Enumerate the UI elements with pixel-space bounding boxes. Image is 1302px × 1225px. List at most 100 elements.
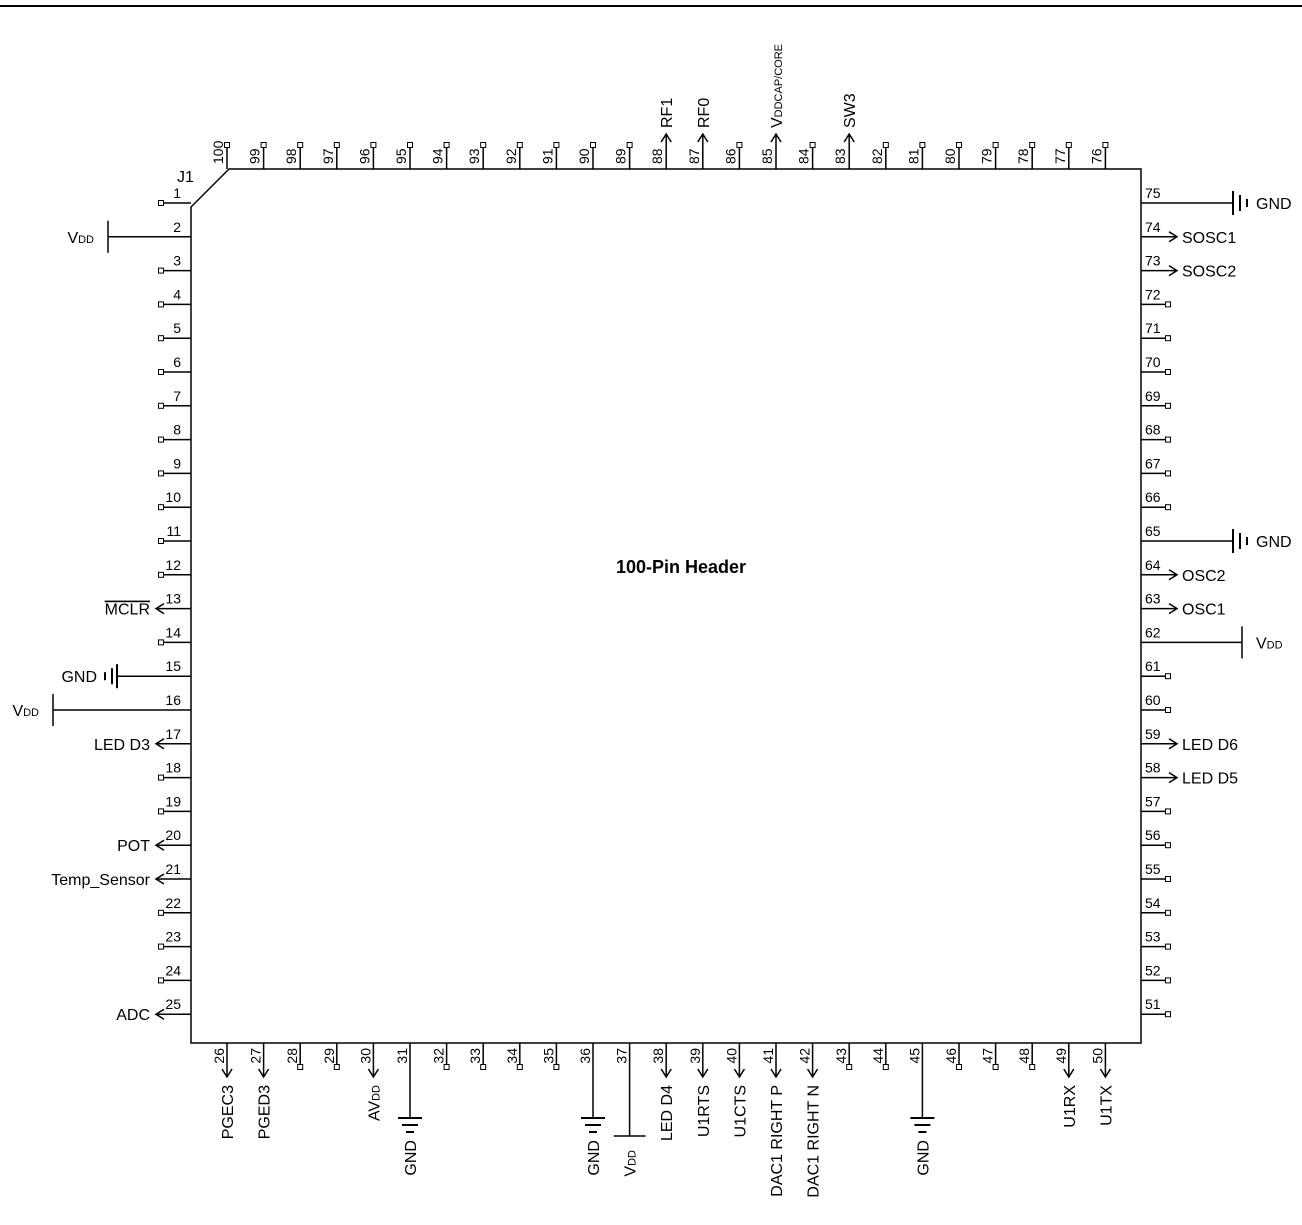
- pin-number: 97: [320, 148, 336, 164]
- net-label: SOSC2: [1182, 264, 1236, 281]
- net-label: PGED3: [257, 1085, 274, 1139]
- pin-number: 17: [165, 726, 181, 742]
- pin-terminal: [158, 402, 164, 409]
- pin-terminal: [809, 142, 816, 148]
- signal-arrow-up: [770, 132, 782, 143]
- pin-number: 78: [1015, 148, 1031, 164]
- signal-arrow-left: [154, 602, 165, 615]
- net-label: GND: [403, 1140, 420, 1176]
- net-label: RF0: [696, 98, 713, 128]
- net-label: DAC1 RIGHT P: [769, 1085, 786, 1197]
- net-label: LED D5: [1182, 771, 1238, 788]
- pin-terminal: [480, 1064, 487, 1070]
- net-label: GND: [1256, 534, 1292, 551]
- pin-number: 53: [1145, 929, 1161, 945]
- signal-arrow-right: [1168, 602, 1179, 615]
- net-label: DAC1 RIGHT N: [806, 1085, 823, 1198]
- pin-terminal: [158, 504, 164, 511]
- pin-terminal: [919, 142, 926, 148]
- net-label: VDD: [12, 703, 39, 720]
- net-label: U1TX: [1098, 1085, 1115, 1126]
- net-label: OSC1: [1182, 602, 1226, 619]
- pin-number: 21: [165, 861, 181, 877]
- pins-layer: 12VDD345678910111213MCLR1415GND16VDD17LE…: [12, 44, 1291, 1198]
- net-label: LED D3: [94, 737, 150, 754]
- pin-number: 99: [247, 148, 263, 164]
- pin-terminal: [626, 142, 633, 148]
- pin-number: 42: [797, 1048, 813, 1064]
- signal-arrow-right: [1168, 569, 1179, 581]
- net-label: LED D6: [1182, 737, 1238, 754]
- pin-number: 84: [796, 148, 812, 164]
- pin-terminal: [1165, 943, 1171, 950]
- signal-arrow-down: [697, 1068, 709, 1079]
- pin-number: 76: [1088, 148, 1104, 164]
- pin-number: 54: [1145, 895, 1161, 911]
- pin-terminal: [443, 142, 450, 148]
- net-label: VDD: [623, 1150, 640, 1177]
- net-label: VDD: [67, 230, 94, 247]
- signal-arrow-down: [770, 1068, 782, 1079]
- pin-number: 8: [173, 422, 181, 438]
- pin-number: 88: [649, 148, 665, 164]
- pin-terminal: [158, 538, 164, 544]
- pin-number: 67: [1145, 455, 1161, 471]
- pin-number: 57: [1145, 793, 1161, 809]
- net-label: MCLR: [105, 602, 150, 619]
- pin-terminal: [158, 470, 164, 477]
- net-label: U1RTS: [696, 1085, 713, 1137]
- pin-number: 74: [1145, 219, 1161, 235]
- pin-terminal: [158, 943, 164, 950]
- connector-ref: J1: [177, 169, 194, 186]
- pin-number: 96: [356, 148, 372, 164]
- signal-arrow-right: [1168, 771, 1179, 784]
- pin-terminal: [158, 301, 164, 308]
- signal-arrow-up: [697, 132, 709, 143]
- pin-number: 80: [942, 148, 958, 164]
- pin-number: 27: [248, 1048, 264, 1064]
- pin-number: 69: [1145, 388, 1161, 404]
- pin-number: 49: [1053, 1048, 1069, 1064]
- pin-terminal: [1029, 1064, 1036, 1070]
- pin-number: 33: [467, 1048, 483, 1064]
- pin-number: 18: [165, 760, 181, 776]
- pin-number: 75: [1145, 185, 1161, 201]
- pin-number: 52: [1145, 962, 1161, 978]
- pin-number: 60: [1145, 692, 1161, 708]
- net-label: OSC2: [1182, 568, 1226, 585]
- pin-terminal: [158, 808, 164, 815]
- pin-terminal: [516, 142, 523, 148]
- pin-terminal: [333, 1064, 340, 1070]
- pin-terminal: [553, 1064, 560, 1070]
- pin-number: 35: [540, 1048, 556, 1064]
- pin-number: 89: [613, 148, 629, 164]
- pin-number: 64: [1145, 557, 1161, 573]
- pin-number: 63: [1145, 591, 1161, 607]
- net-label: Temp_Sensor: [51, 872, 150, 889]
- pin-terminal: [158, 335, 164, 342]
- pin-number: 98: [283, 148, 299, 164]
- signal-arrow-right: [1168, 231, 1179, 243]
- pin-number: 55: [1145, 861, 1161, 877]
- pin-terminal: [1165, 808, 1171, 815]
- pin-number: 29: [321, 1048, 337, 1064]
- pin-terminal: [297, 142, 304, 148]
- signal-arrow-up: [843, 132, 855, 143]
- pin-number: 11: [166, 523, 181, 539]
- pin-number: 3: [173, 253, 181, 269]
- pin-terminal: [1165, 436, 1171, 443]
- pin-number: 48: [1016, 1048, 1032, 1064]
- pin-terminal: [158, 200, 164, 206]
- net-label: SOSC1: [1182, 230, 1236, 247]
- pin-number: 9: [173, 455, 181, 471]
- pin-number: 90: [576, 148, 592, 164]
- net-label: GND: [915, 1140, 932, 1176]
- pin-number: 36: [577, 1048, 593, 1064]
- pin-terminal: [1165, 842, 1171, 849]
- pin-terminal: [992, 142, 999, 148]
- pin-number: 12: [165, 557, 181, 573]
- pin-number: 83: [832, 148, 848, 164]
- net-label: LED D4: [659, 1085, 676, 1141]
- pin-number: 22: [165, 895, 181, 911]
